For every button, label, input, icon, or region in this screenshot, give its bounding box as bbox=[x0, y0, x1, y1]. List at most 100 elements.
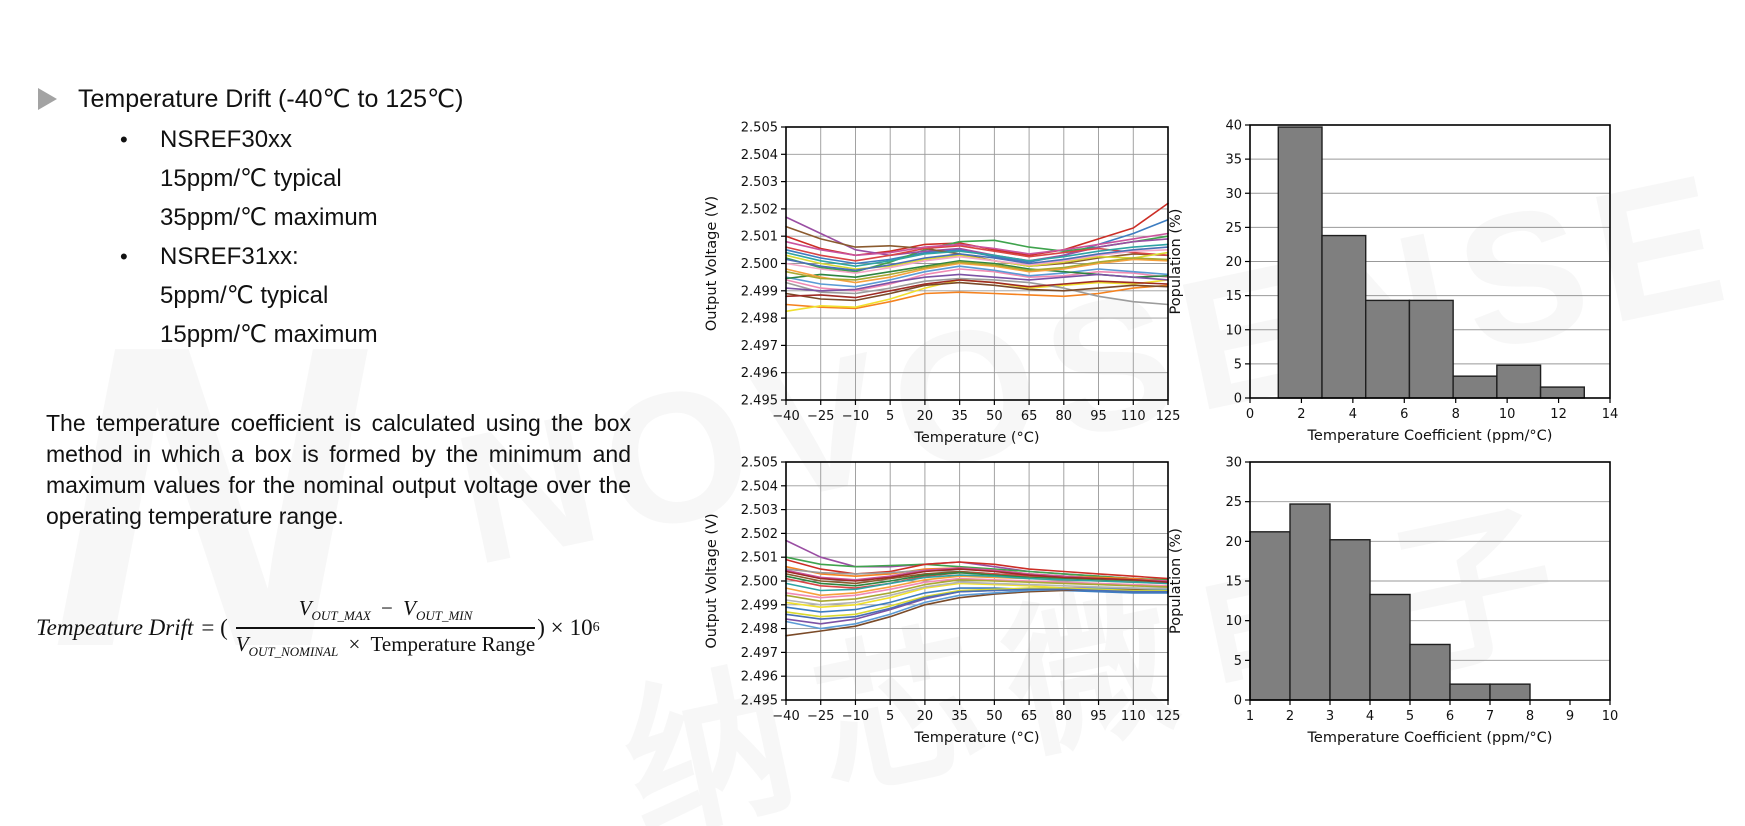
formula-sub-out-nominal: OUT_NOMINAL bbox=[248, 644, 339, 660]
svg-text:2.500: 2.500 bbox=[741, 575, 778, 590]
svg-text:2.496: 2.496 bbox=[741, 366, 778, 381]
formula-v-out-nominal: V bbox=[235, 632, 249, 657]
svg-text:10: 10 bbox=[1602, 709, 1619, 724]
spec-text: NSREF31xx: bbox=[160, 242, 299, 270]
svg-text:6: 6 bbox=[1446, 709, 1454, 724]
svg-text:2.505: 2.505 bbox=[741, 456, 778, 471]
svg-text:3: 3 bbox=[1326, 709, 1334, 724]
svg-text:25: 25 bbox=[1225, 495, 1242, 510]
play-triangle-icon bbox=[38, 88, 57, 110]
minus-sign: − bbox=[381, 596, 393, 620]
svg-text:Output Voltage (V): Output Voltage (V) bbox=[704, 196, 720, 331]
svg-text:65: 65 bbox=[1021, 409, 1038, 424]
svg-text:8: 8 bbox=[1452, 407, 1460, 422]
formula-lhs: Tempeature Drift bbox=[36, 615, 194, 641]
spec-text: 5ppm/℃ typical bbox=[160, 282, 329, 309]
formula-denominator: VOUT_NOMINAL × Temperature Range bbox=[236, 629, 535, 660]
svg-text:50: 50 bbox=[986, 709, 1003, 724]
svg-text:Temperature (°C): Temperature (°C) bbox=[913, 730, 1039, 746]
svg-text:35: 35 bbox=[951, 709, 968, 724]
bullet-marker: • bbox=[120, 243, 128, 269]
svg-text:5: 5 bbox=[1234, 654, 1242, 669]
svg-text:7: 7 bbox=[1486, 709, 1494, 724]
svg-text:2.502: 2.502 bbox=[741, 202, 778, 217]
spec-line: • NSREF31xx: bbox=[120, 237, 378, 276]
spec-line: • NSREF30xx bbox=[120, 120, 378, 159]
svg-text:2.497: 2.497 bbox=[741, 646, 778, 661]
svg-text:20: 20 bbox=[917, 409, 934, 424]
svg-text:2.495: 2.495 bbox=[741, 694, 778, 709]
svg-text:125: 125 bbox=[1156, 409, 1181, 424]
formula-ten: 10 bbox=[569, 615, 593, 641]
formula-sub-out-min: OUT_MIN bbox=[415, 608, 473, 624]
svg-text:65: 65 bbox=[1021, 709, 1038, 724]
svg-text:125: 125 bbox=[1156, 709, 1181, 724]
spec-text: 15ppm/℃ maximum bbox=[160, 321, 378, 348]
svg-text:2.497: 2.497 bbox=[741, 339, 778, 354]
formula-exponent: 6 bbox=[592, 620, 600, 636]
svg-text:5: 5 bbox=[886, 409, 894, 424]
svg-text:12: 12 bbox=[1550, 407, 1567, 422]
histogram-tempco-bottom: 1 2 3 4 5 6 7 8 9 10 0 5 10 15 20 25 30 Temperature Coeff… bbox=[1168, 456, 1619, 747]
svg-text:−10: −10 bbox=[842, 709, 869, 724]
svg-text:1: 1 bbox=[1246, 709, 1254, 724]
svg-text:0: 0 bbox=[1234, 392, 1242, 407]
svg-text:2.502: 2.502 bbox=[741, 527, 778, 542]
svg-text:80: 80 bbox=[1056, 409, 1073, 424]
spec-list: • NSREF30xx 15ppm/℃ typical 35ppm/℃ maximum… bbox=[120, 120, 378, 354]
spec-text: NSREF30xx bbox=[160, 125, 293, 153]
svg-text:2.495: 2.495 bbox=[741, 394, 778, 409]
svg-text:2.498: 2.498 bbox=[741, 622, 778, 637]
svg-text:2: 2 bbox=[1286, 709, 1294, 724]
svg-text:20: 20 bbox=[1225, 255, 1242, 270]
formula-close-times: ) × bbox=[537, 615, 564, 641]
svg-text:6: 6 bbox=[1400, 407, 1408, 422]
svg-text:0: 0 bbox=[1234, 694, 1242, 709]
svg-text:9: 9 bbox=[1566, 709, 1574, 724]
spec-line: 15ppm/℃ typical bbox=[120, 159, 378, 198]
svg-text:95: 95 bbox=[1090, 409, 1107, 424]
svg-text:−25: −25 bbox=[807, 709, 834, 724]
temperature-drift-formula: Tempeature Drift = ( VOUT_MAX − VOUT_MIN… bbox=[36, 596, 600, 660]
svg-text:20: 20 bbox=[1225, 535, 1242, 550]
spec-line: 35ppm/℃ maximum bbox=[120, 198, 378, 237]
svg-text:15: 15 bbox=[1225, 575, 1242, 590]
svg-text:110: 110 bbox=[1121, 709, 1146, 724]
svg-text:40: 40 bbox=[1225, 119, 1242, 134]
svg-text:10: 10 bbox=[1499, 407, 1516, 422]
svg-text:Output Voltage (V): Output Voltage (V) bbox=[704, 513, 720, 648]
formula-v-out-max: V bbox=[298, 596, 312, 620]
svg-text:2.501: 2.501 bbox=[741, 230, 778, 245]
svg-text:−40: −40 bbox=[772, 409, 799, 424]
svg-text:2.499: 2.499 bbox=[741, 598, 778, 613]
spec-line: 5ppm/℃ typical bbox=[120, 276, 378, 315]
svg-text:5: 5 bbox=[1234, 357, 1242, 372]
svg-text:110: 110 bbox=[1121, 409, 1146, 424]
spec-text: 15ppm/℃ typical bbox=[160, 165, 342, 192]
svg-text:5: 5 bbox=[886, 709, 894, 724]
bullet-marker: • bbox=[120, 126, 128, 152]
formula-equals: = ( bbox=[201, 615, 228, 641]
spec-text: 35ppm/℃ maximum bbox=[160, 204, 378, 231]
line-chart-output-voltage-bottom: −40 −25 −10 5 20 35 50 65 80 95 110 125 2.495 2.496 2.… bbox=[704, 456, 1181, 747]
svg-text:95: 95 bbox=[1090, 709, 1107, 724]
svg-text:2.503: 2.503 bbox=[741, 175, 778, 190]
svg-text:10: 10 bbox=[1225, 614, 1242, 629]
spec-line: 15ppm/℃ maximum bbox=[120, 315, 378, 354]
formula-temp-range: Temperature Range bbox=[370, 632, 536, 657]
svg-text:Temperature (°C): Temperature (°C) bbox=[913, 430, 1039, 446]
svg-text:Population (%): Population (%) bbox=[1168, 209, 1184, 315]
svg-text:2: 2 bbox=[1297, 407, 1305, 422]
formula-v-out-min: V bbox=[403, 596, 416, 620]
svg-text:2.504: 2.504 bbox=[741, 148, 778, 163]
svg-text:50: 50 bbox=[986, 409, 1003, 424]
svg-text:80: 80 bbox=[1056, 709, 1073, 724]
svg-text:4: 4 bbox=[1366, 709, 1374, 724]
svg-text:−10: −10 bbox=[842, 409, 869, 424]
svg-text:Temperature Coefficient (ppm/°: Temperature Coefficient (ppm/°C) bbox=[1307, 428, 1553, 444]
line-chart-output-voltage-top: −40 −25 −10 5 20 35 50 65 80 95 110 125 2.495 2.496 2.… bbox=[704, 121, 1181, 447]
svg-text:5: 5 bbox=[1406, 709, 1414, 724]
page-title: Temperature Drift (-40℃ to 125℃) bbox=[78, 85, 464, 113]
svg-text:20: 20 bbox=[917, 709, 934, 724]
